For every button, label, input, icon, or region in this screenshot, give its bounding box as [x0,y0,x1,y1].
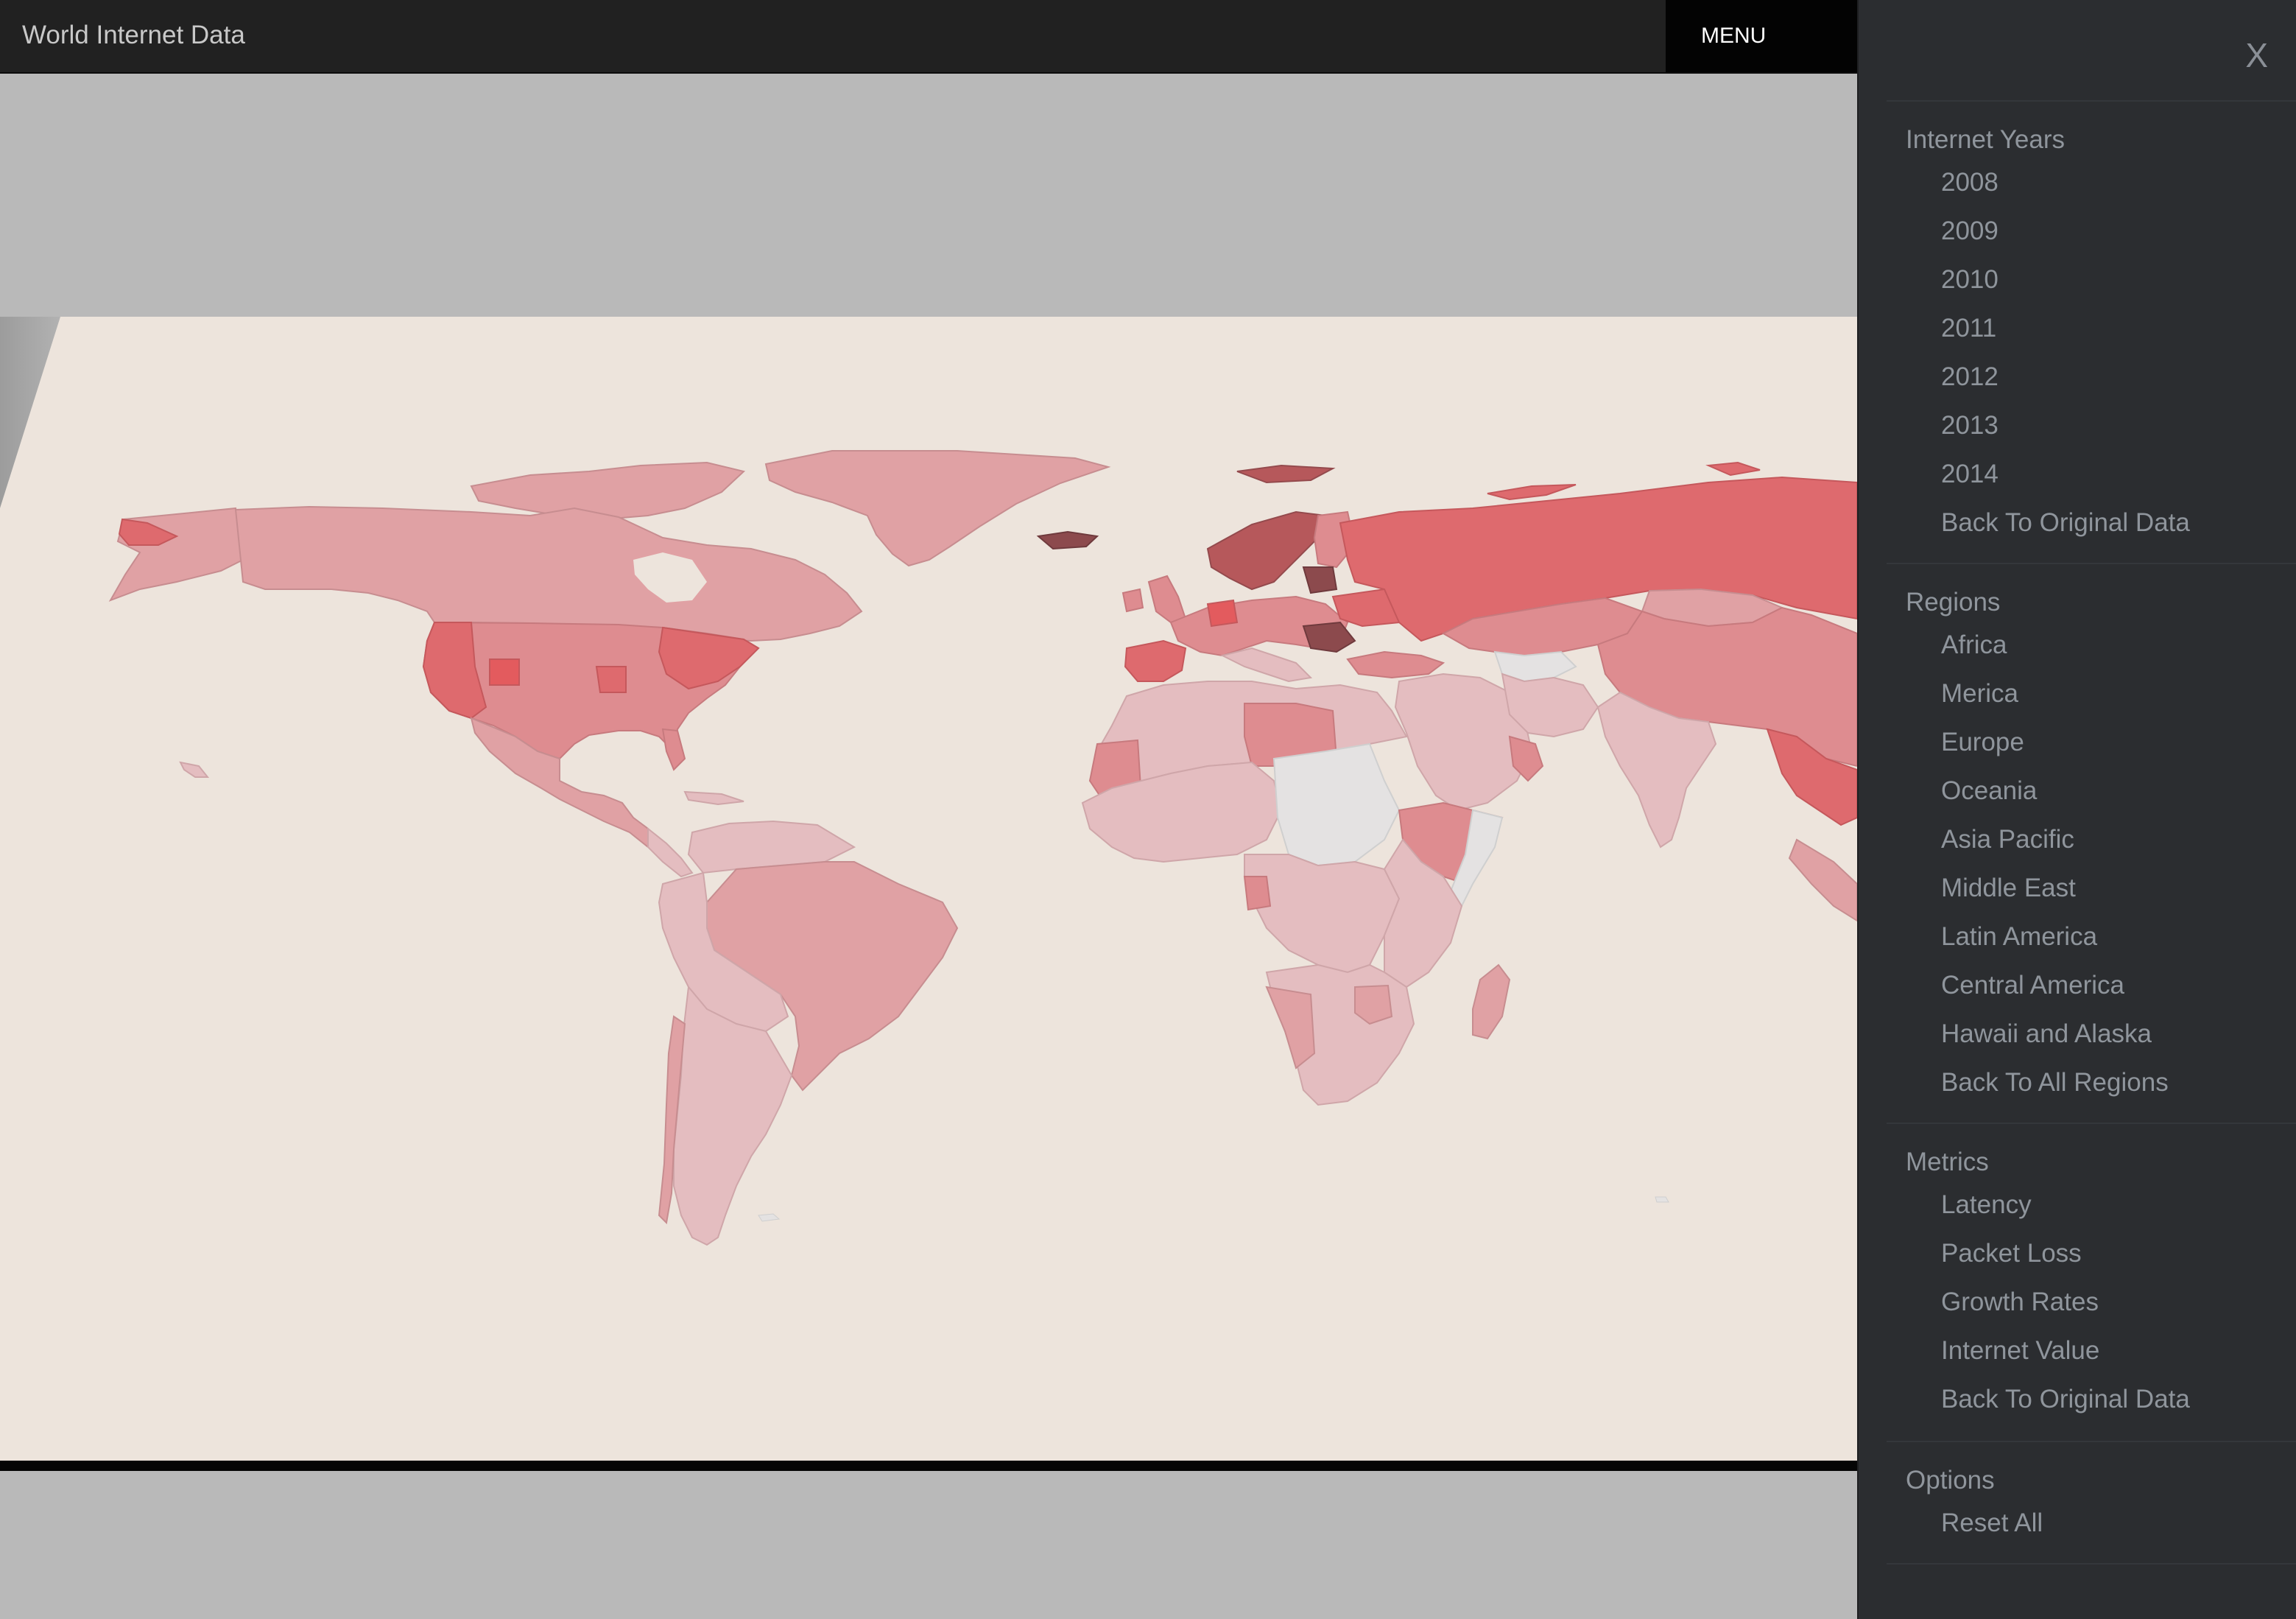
menu-divider [1887,1563,2296,1564]
menu-item-oceania[interactable]: Oceania [1941,776,2038,805]
map-plane-edge [0,1461,1857,1471]
country-baltics [1302,566,1338,594]
menu-divider [1887,1123,2296,1124]
country-southeast-asia [1766,728,1857,826]
world-map-3d[interactable] [0,74,1857,1619]
menu-item-middle-east[interactable]: Middle East [1941,874,2076,902]
country-caribbean [683,790,744,806]
menu-item-back-to-original-data[interactable]: Back To Original Data [1941,508,2190,537]
country-middle-east [1394,672,1533,812]
country-central-america [647,826,694,878]
country-somalia [1449,809,1504,907]
menu-divider [1887,563,2296,564]
close-menu-button[interactable]: X [2245,36,2268,74]
menu-item-hawaii-and-alaska[interactable]: Hawaii and Alaska [1941,1019,2152,1048]
menu-item-2012[interactable]: 2012 [1941,362,1999,391]
menu-item-2008[interactable]: 2008 [1941,168,1999,197]
country-india [1596,691,1717,849]
country-chile-coast [658,1015,686,1225]
country-west-africa [1081,761,1283,863]
country-east-africa [1383,838,1463,988]
menu-item-2010[interactable]: 2010 [1941,265,1999,294]
country-florida [661,728,686,771]
menu-item-europe[interactable]: Europe [1941,728,2024,756]
country-gabon [1243,876,1272,911]
country-scandinavia [1206,510,1327,591]
country-namibia [1265,986,1316,1070]
menu-item-africa[interactable]: Africa [1941,631,2007,659]
country-iceland [1036,530,1099,550]
country-germany [1206,599,1239,628]
menu-item-latin-america[interactable]: Latin America [1941,922,2098,951]
country-sahel-gray [1272,742,1401,867]
menu-item-2009[interactable]: 2009 [1941,217,1999,245]
country-canada [234,505,863,642]
country-iran-afghan [1501,672,1599,738]
menu-item-2013[interactable]: 2013 [1941,411,1999,440]
country-hawaii [179,761,210,778]
menu-item-2014[interactable]: 2014 [1941,460,1999,488]
country-malaysia-indonesia [1788,838,1857,922]
island-southern-ocean [1655,1196,1669,1203]
map-stage[interactable] [0,74,1857,1619]
menu-item-back-to-original-data-metrics[interactable]: Back To Original Data [1941,1385,2190,1413]
country-greenland [764,450,1111,567]
menu-item-growth-rates[interactable]: Growth Rates [1941,1288,2099,1316]
country-peru-bolivia [658,871,789,1033]
menu-divider [1887,100,2296,102]
country-svalbard [1236,464,1336,484]
menu-item-latency[interactable]: Latency [1941,1190,2032,1219]
menu-item-merica[interactable]: Merica [1941,679,2019,708]
menu-button[interactable]: MENU [1666,0,1857,72]
menu-item-reset-all[interactable]: Reset All [1941,1509,2043,1537]
country-iberia [1124,639,1187,682]
hudson-bay [633,552,707,603]
menu-item-packet-loss[interactable]: Packet Loss [1941,1239,2082,1268]
country-romania [1302,621,1356,653]
country-novaya-zemlya [1705,461,1761,477]
country-arctic-islands [470,461,746,521]
section-heading-metrics: Metrics [1906,1148,1989,1176]
region-us-west-coast [422,622,487,720]
app-title: World Internet Data [22,21,245,49]
region-us-northeast [658,626,760,690]
country-turkey [1346,650,1445,679]
country-uae-oman [1508,735,1544,782]
region-us-midwest [595,666,627,693]
section-heading-regions: Regions [1906,588,2001,617]
menu-item-internet-value[interactable]: Internet Value [1941,1336,2100,1365]
top-bar: World Internet Data MENU [0,0,1857,74]
country-russia-north-islands [1487,484,1577,501]
menu-item-central-america[interactable]: Central America [1941,971,2124,1000]
menu-item-back-to-all-regions[interactable]: Back To All Regions [1941,1068,2169,1097]
menu-item-2011[interactable]: 2011 [1941,314,1997,343]
section-heading-options: Options [1906,1466,1995,1495]
country-italy-balkans [1220,647,1313,683]
region-alaska-tip [118,518,179,546]
section-heading-internet-years: Internet Years [1906,125,2065,154]
menu-divider [1887,1441,2296,1442]
side-menu: X Internet Years 2008 2009 2010 2011 201… [1857,0,2296,1619]
country-madagascar [1472,963,1511,1040]
menu-item-asia-pacific[interactable]: Asia Pacific [1941,825,2074,854]
country-zimbabwe [1354,984,1393,1025]
island-falklands [758,1213,781,1222]
country-ireland [1121,588,1144,613]
region-us-colorado [489,659,520,686]
